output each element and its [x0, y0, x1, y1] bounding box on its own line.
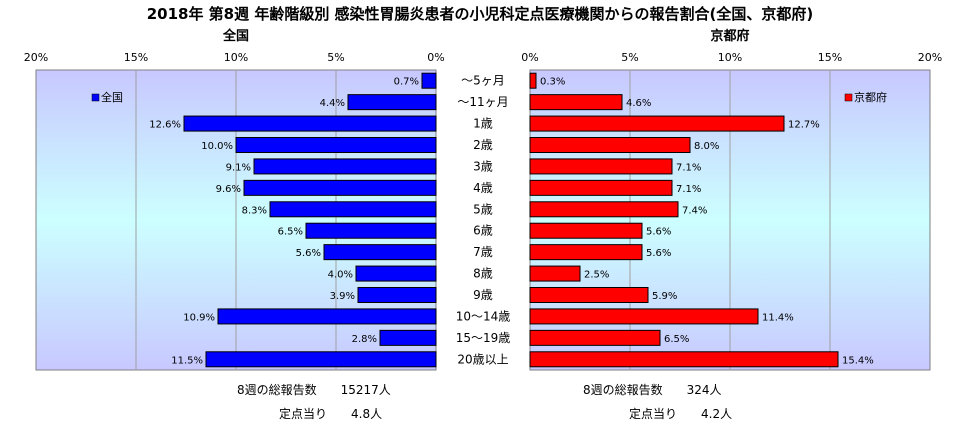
national-bar-value-label: 4.4%: [320, 98, 345, 109]
national-legend-label: 全国: [101, 90, 123, 104]
national-subtitle: 全国: [222, 28, 249, 44]
national-bar: [421, 72, 437, 89]
texts: 2018年 第8週 年齢階級別 感染性胃腸炎患者の小児科定点医療機関からの報告割…: [24, 5, 942, 421]
category-label: 4歳: [473, 181, 493, 195]
kyoto-bar-value-label: 6.5%: [664, 334, 689, 345]
kyoto-bar: [529, 94, 623, 111]
kyoto-subtitle: 京都府: [710, 28, 749, 44]
kyoto-bar: [529, 222, 643, 239]
category-label: ～5ヶ月: [461, 74, 505, 88]
kyoto-bar: [529, 287, 649, 303]
national-bar: [347, 94, 437, 111]
kyoto-legend-swatch: [844, 93, 853, 102]
chart-title: 2018年 第8週 年齢階級別 感染性胃腸炎患者の小児科定点医療機関からの報告割…: [147, 5, 814, 23]
national-bar-value-label: 3.9%: [330, 291, 355, 302]
category-label: 7歳: [473, 245, 493, 259]
category-label: 20歳以上: [457, 352, 508, 366]
kyoto-per-sentinel-text: 定点当り 4.2人: [629, 406, 732, 421]
national-bar-value-label: 10.0%: [201, 141, 233, 152]
national-bar-value-label: 8.3%: [242, 205, 267, 216]
national-per-sentinel-text: 定点当り 4.8人: [279, 406, 382, 421]
national-bar-value-label: 9.6%: [216, 184, 241, 195]
kyoto-bar-value-label: 0.3%: [540, 77, 565, 88]
national-x-tick-label: 0%: [427, 51, 444, 64]
kyoto-bar-value-label: 7.1%: [676, 162, 701, 173]
national-bar-value-label: 2.8%: [352, 334, 377, 345]
national-bar: [183, 115, 437, 132]
kyoto-total-text: 8週の総報告数 324人: [583, 382, 722, 397]
national-x-tick-label: 5%: [327, 51, 344, 64]
kyoto-bar-value-label: 15.4%: [842, 355, 874, 366]
national-bar-value-label: 4.0%: [328, 270, 353, 281]
category-label: 15～19歳: [456, 331, 511, 345]
national-bar: [305, 222, 437, 239]
category-label: 6歳: [473, 224, 493, 238]
category-label: 3歳: [473, 159, 493, 173]
kyoto-bar-value-label: 2.5%: [584, 270, 609, 281]
national-bar-value-label: 6.5%: [278, 227, 303, 238]
kyoto-legend-label: 京都府: [854, 90, 887, 104]
national-bar-value-label: 9.1%: [226, 162, 251, 173]
kyoto-bar: [529, 329, 661, 346]
legends: 全国 京都府: [91, 90, 887, 104]
kyoto-bar-value-label: 5.9%: [652, 291, 677, 302]
kyoto-bar: [529, 201, 679, 218]
category-label: 9歳: [473, 288, 493, 302]
kyoto-bar: [529, 158, 673, 175]
national-legend-swatch: [91, 93, 100, 102]
kyoto-bar: [529, 137, 691, 153]
category-label: 8歳: [473, 267, 493, 281]
kyoto-bar-value-label: 5.6%: [646, 248, 671, 259]
kyoto-bar: [529, 308, 759, 325]
national-bar: [355, 265, 437, 282]
national-bar: [379, 329, 437, 346]
national-x-tick-label: 15%: [124, 51, 148, 64]
kyoto-x-tick-label: 10%: [718, 51, 742, 64]
kyoto-bar-value-label: 7.4%: [682, 205, 707, 216]
national-bar-value-label: 5.6%: [296, 248, 321, 259]
national-bar-value-label: 12.6%: [149, 120, 181, 131]
kyoto-x-tick-label: 5%: [621, 51, 638, 64]
kyoto-bar: [529, 244, 643, 261]
kyoto-bar: [529, 265, 581, 282]
kyoto-bar: [529, 115, 785, 132]
national-bar: [217, 308, 437, 325]
national-bar: [269, 201, 437, 218]
kyoto-bar-value-label: 7.1%: [676, 184, 701, 195]
national-bar-value-label: 0.7%: [394, 77, 419, 88]
category-label: 2歳: [473, 138, 493, 152]
bars: [183, 72, 839, 368]
kyoto-bar: [529, 351, 839, 368]
category-label: 5歳: [473, 202, 493, 216]
kyoto-bar-value-label: 5.6%: [646, 227, 671, 238]
kyoto-bar-value-label: 8.0%: [694, 141, 719, 152]
national-bar: [205, 351, 437, 368]
national-bar: [235, 137, 437, 153]
kyoto-x-tick-label: 15%: [818, 51, 842, 64]
kyoto-bar-value-label: 12.7%: [788, 120, 820, 131]
kyoto-bar: [529, 72, 537, 89]
plot-areas: [35, 69, 931, 371]
national-x-tick-label: 10%: [224, 51, 248, 64]
kyoto-bar-value-label: 4.6%: [626, 98, 651, 109]
kyoto-bar: [529, 179, 673, 196]
category-label: 1歳: [473, 117, 493, 131]
national-bar-value-label: 11.5%: [171, 355, 203, 366]
national-bar: [323, 244, 437, 261]
kyoto-bar-value-label: 11.4%: [762, 312, 794, 323]
national-bar: [357, 287, 437, 303]
category-label: 10～14歳: [456, 309, 511, 323]
national-total-text: 8週の総報告数 15217人: [237, 382, 391, 397]
national-bar: [253, 158, 437, 175]
kyoto-x-tick-label: 0%: [521, 51, 538, 64]
national-bar: [243, 179, 437, 196]
category-label: ～11ヶ月: [457, 95, 508, 109]
national-x-tick-label: 20%: [24, 51, 48, 64]
national-bar-value-label: 10.9%: [183, 312, 215, 323]
kyoto-x-tick-label: 20%: [918, 51, 942, 64]
